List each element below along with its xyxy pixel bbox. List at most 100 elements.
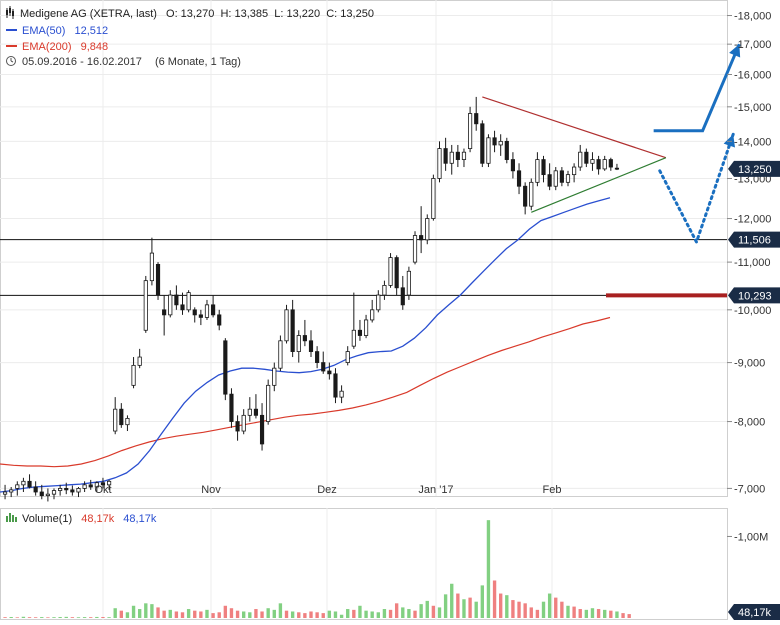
candle-body	[259, 414, 265, 445]
candle	[486, 134, 491, 168]
x-tick-label: Dez	[317, 484, 337, 496]
ema50-value: 12,512	[74, 25, 108, 37]
volume-bar	[107, 617, 111, 618]
grid	[0, 0, 727, 620]
candle	[70, 485, 75, 496]
candle	[290, 299, 295, 358]
volume-bar	[523, 603, 527, 618]
candle	[235, 415, 240, 441]
candle	[229, 388, 234, 428]
candle	[449, 144, 454, 175]
volume-bar	[578, 609, 582, 618]
volume-last-tag-text: 48,17k	[738, 607, 772, 619]
candle-body	[180, 304, 185, 311]
candle	[82, 481, 87, 492]
candle-body	[492, 137, 497, 146]
candle-body	[217, 314, 222, 326]
volume-bar	[474, 601, 478, 618]
volume-bar	[609, 610, 613, 618]
svg-text:Volume(1) 48,17k 4: Volume(1) 48,17k 48,17k	[22, 513, 157, 525]
volume-bar	[76, 617, 81, 618]
candle-body	[559, 170, 564, 183]
candle-body	[113, 408, 118, 432]
candle	[357, 319, 363, 341]
candle	[192, 307, 197, 323]
candle-body	[431, 178, 436, 219]
candle-body	[516, 170, 522, 187]
candle-body	[51, 490, 57, 495]
candle-body	[333, 373, 338, 398]
candle	[204, 299, 210, 320]
volume-legend: Volume(1) 48,17k 48,17k	[6, 513, 157, 525]
candle	[100, 477, 106, 489]
svg-text:EMA(50) 12,512: EMA(50) 12,512	[22, 25, 108, 37]
candle	[516, 163, 522, 195]
volume-bar	[327, 610, 332, 618]
candle-body	[21, 480, 26, 486]
y-tick-label: -9,000	[734, 358, 765, 370]
y-tick-label: -14,000	[734, 136, 771, 148]
candle	[333, 368, 338, 404]
candle-body	[308, 340, 314, 352]
period-label: 05.09.2016 - 16.02.2017	[22, 56, 142, 68]
candle-body	[211, 304, 216, 316]
candle	[308, 330, 314, 358]
volume-bar	[144, 603, 148, 618]
candle	[480, 120, 485, 168]
volume-bar	[627, 614, 631, 618]
volume-bar	[46, 617, 50, 618]
candle	[296, 330, 301, 363]
volume-bar	[211, 613, 215, 618]
volume-bar	[621, 613, 625, 618]
candle-body	[186, 292, 191, 311]
candle	[94, 481, 99, 492]
candle	[155, 262, 161, 300]
candle-body	[241, 414, 246, 432]
candle	[58, 484, 63, 496]
candle	[106, 479, 112, 490]
volume-last-tag-bg	[728, 604, 780, 620]
candle	[394, 255, 399, 296]
candle	[345, 346, 350, 366]
volume-bar	[150, 604, 154, 618]
y-tick-label: -11,000	[734, 257, 771, 269]
candle	[547, 163, 552, 191]
volume-bar	[254, 609, 258, 618]
volume-bar	[486, 520, 491, 618]
triangle-upper-line	[482, 96, 667, 159]
x-tick-label: Jan '17	[418, 484, 453, 496]
candle	[253, 394, 259, 419]
level-tag-lower-text: 10,293	[738, 290, 772, 302]
candle	[431, 174, 436, 221]
volume-bar	[370, 611, 374, 618]
level-tag-lower: 10,293	[728, 287, 780, 304]
volume-bar	[584, 609, 589, 618]
candle-body	[345, 351, 350, 363]
candle-body	[82, 484, 87, 489]
volume-last-tag: 48,17k	[728, 604, 780, 620]
candle-body	[106, 480, 112, 486]
candle	[443, 137, 448, 171]
scenario-down-arrow	[658, 132, 735, 246]
volume-bar	[119, 610, 123, 618]
volume-bar	[468, 597, 472, 618]
candle-body	[498, 140, 503, 146]
volume-bar	[89, 617, 93, 618]
candle	[400, 275, 405, 310]
candle-body	[584, 151, 589, 164]
volume-bar	[131, 605, 136, 618]
volume-bar	[566, 605, 570, 618]
volume-bar	[290, 611, 295, 618]
arrowhead-up-icon	[729, 44, 741, 58]
candle-body	[449, 151, 454, 164]
x-tick-label: Nov	[201, 484, 221, 496]
level-tag-upper-bg	[728, 231, 780, 248]
volume-bar	[547, 593, 552, 618]
svg-text:EMA(200) 9,848: EMA(200) 9,848	[22, 41, 108, 53]
candle-body	[455, 151, 460, 160]
candle-body	[504, 140, 509, 160]
candle-body	[131, 364, 136, 386]
candle-body	[541, 159, 546, 176]
y-tick-label: -7,000	[734, 483, 765, 495]
